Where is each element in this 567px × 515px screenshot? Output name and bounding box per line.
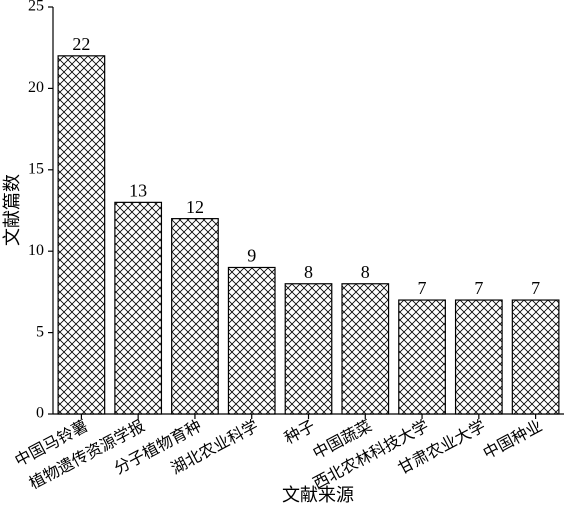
bar <box>171 218 219 415</box>
bar <box>341 283 390 415</box>
data-label: 22 <box>72 34 90 54</box>
data-label: 8 <box>304 262 313 282</box>
bar <box>284 283 333 415</box>
y-tick-label: 25 <box>28 0 44 15</box>
data-label: 12 <box>186 197 204 217</box>
data-label: 7 <box>531 278 540 298</box>
x-axis-label: 文献来源 <box>282 485 354 505</box>
y-tick-label: 5 <box>36 323 44 340</box>
bar <box>511 299 560 415</box>
y-tick-label: 15 <box>28 160 44 177</box>
y-tick-label: 20 <box>28 79 44 96</box>
bar <box>114 201 163 415</box>
x-tick-label: 中国种业 <box>480 417 545 463</box>
data-label: 7 <box>418 278 427 298</box>
data-label: 13 <box>129 180 147 200</box>
data-label: 8 <box>361 262 370 282</box>
y-tick-label: 10 <box>28 242 44 259</box>
bar <box>57 55 106 415</box>
y-tick-label: 0 <box>36 405 44 422</box>
data-label: 9 <box>247 246 256 266</box>
bar <box>227 266 276 415</box>
x-tick-label: 种子 <box>281 417 318 448</box>
y-axis-label: 文献篇数 <box>2 174 22 246</box>
bar <box>454 299 503 415</box>
data-label: 7 <box>474 278 483 298</box>
bar <box>398 299 446 415</box>
